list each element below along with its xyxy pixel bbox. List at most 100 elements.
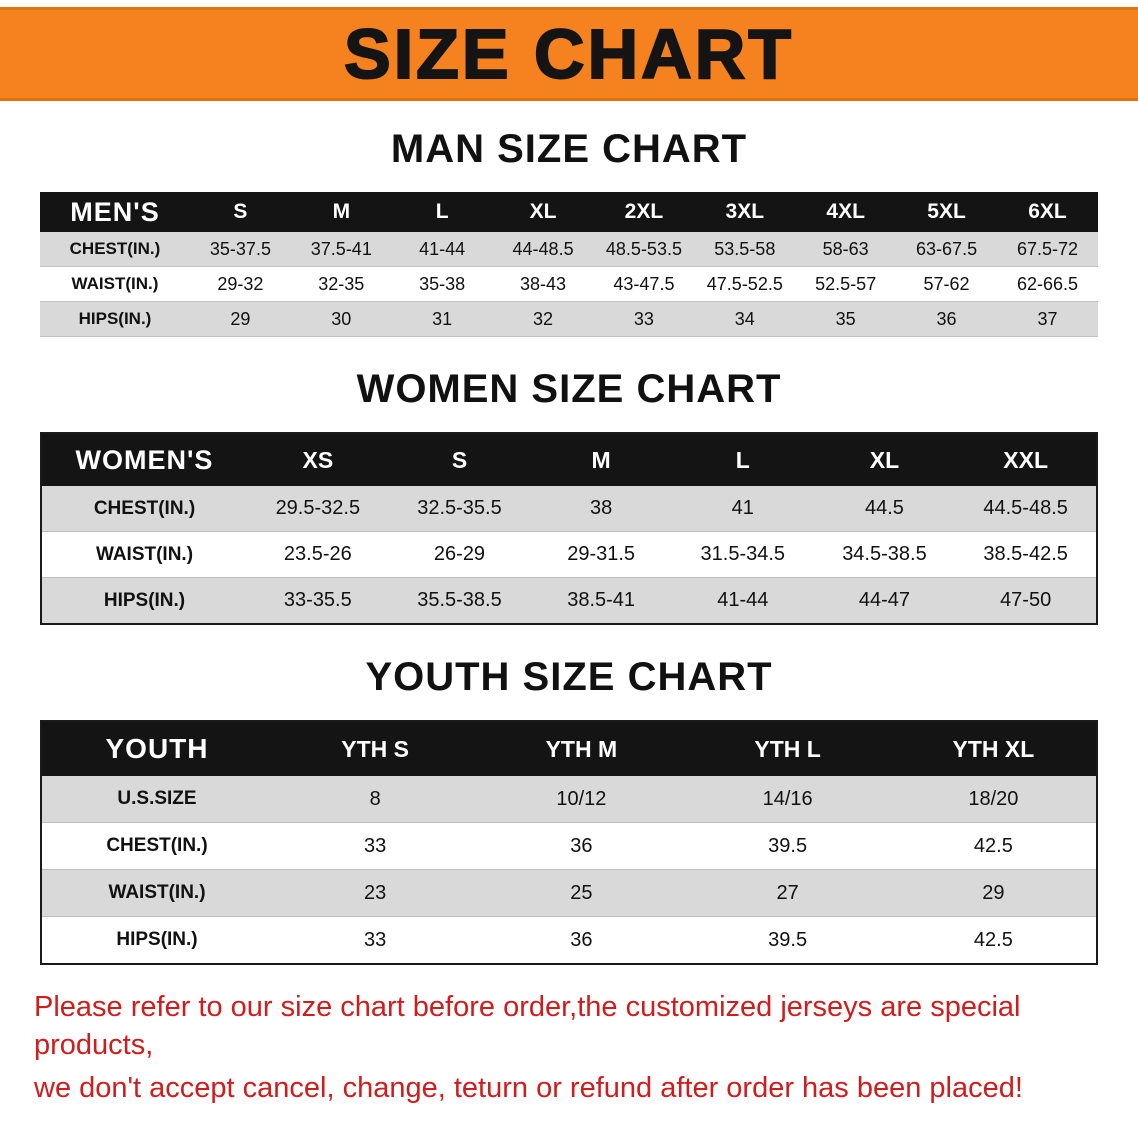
table-cell: 38 — [530, 486, 672, 532]
table-cell: 34 — [694, 301, 796, 337]
table-cell: 41-44 — [391, 232, 493, 267]
column-header: YTH M — [478, 721, 685, 776]
notice-line-2: we don't accept cancel, change, teturn o… — [34, 1072, 1023, 1105]
table-cell: 10/12 — [478, 776, 685, 823]
column-header: 6XL — [997, 192, 1098, 232]
row-label: CHEST(IN.) — [41, 486, 247, 532]
table-corner-label: WOMEN'S — [41, 433, 247, 486]
column-header: YTH L — [684, 721, 891, 776]
table-cell: 27 — [684, 869, 891, 917]
table-corner-label: MEN'S — [40, 192, 190, 232]
women-section-heading: WOMEN SIZE CHART — [356, 367, 782, 411]
table-cell: 29 — [890, 869, 1097, 917]
column-header: XS — [247, 433, 389, 486]
column-header: M — [290, 192, 392, 232]
table-cell: 42.5 — [890, 822, 1097, 870]
table-cell: 14/16 — [684, 776, 891, 823]
row-label: CHEST(IN.) — [40, 232, 190, 267]
table-row: WAIST(IN.) 23.5-26 26-29 29-31.5 31.5-34.5 34… — [41, 531, 1097, 578]
table-header-row: YOUTH YTH S YTH M YTH L YTH XL — [41, 721, 1097, 776]
table-cell: 30 — [290, 301, 392, 337]
notice-line-1: Please refer to our size chart before or… — [34, 991, 1021, 1061]
table-cell: 34.5-38.5 — [813, 531, 956, 578]
table-cell: 33 — [593, 301, 695, 337]
table-corner-label: YOUTH — [41, 721, 272, 776]
table-cell: 43-47.5 — [593, 266, 695, 302]
table-cell: 33 — [272, 822, 479, 870]
column-header: M — [530, 433, 672, 486]
column-header: 2XL — [593, 192, 695, 232]
table-row: U.S.SIZE 8 10/12 14/16 18/20 — [41, 776, 1097, 823]
column-header: S — [388, 433, 531, 486]
table-cell: 36 — [478, 916, 685, 965]
table-header-row: WOMEN'S XS S M L XL XXL — [41, 433, 1097, 486]
table-cell: 44.5-48.5 — [955, 486, 1097, 532]
women-size-table: WOMEN'S XS S M L XL XXL CHEST(IN.) 29.5-32.5 32.5… — [40, 432, 1098, 625]
table-cell: 42.5 — [890, 916, 1097, 965]
women-size-section: WOMEN SIZE CHART WOMEN'S XS S M L XL XXL CHEST(… — [0, 367, 1138, 625]
table-cell: 48.5-53.5 — [593, 232, 695, 267]
table-cell: 39.5 — [684, 822, 891, 870]
table-cell: 26-29 — [388, 531, 531, 578]
column-header: S — [190, 192, 291, 232]
table-cell: 38.5-41 — [530, 577, 672, 625]
table-row: WAIST(IN.) 23 25 27 29 — [41, 869, 1097, 917]
table-cell: 36 — [478, 822, 685, 870]
table-cell: 32-35 — [290, 266, 392, 302]
men-size-section: MAN SIZE CHART MEN'S S M L XL 2XL 3XL 4XL 5XL 6XL… — [0, 127, 1138, 337]
row-label: HIPS(IN.) — [41, 577, 247, 625]
column-header: 3XL — [694, 192, 796, 232]
column-header: 4XL — [795, 192, 897, 232]
column-header: 5XL — [896, 192, 997, 232]
column-header: YTH S — [272, 721, 479, 776]
column-header: XXL — [955, 433, 1097, 486]
table-cell: 33 — [272, 916, 479, 965]
table-row: HIPS(IN.) 33-35.5 35.5-38.5 38.5-41 41-44 44-… — [41, 577, 1097, 625]
column-header: XL — [492, 192, 594, 232]
table-cell: 29 — [190, 301, 291, 337]
table-row: HIPS(IN.) 29 30 31 32 33 34 35 36 37 — [40, 301, 1098, 337]
youth-section-heading: YOUTH SIZE CHART — [365, 655, 773, 699]
footer-notice: Please refer to our size chart before or… — [0, 989, 1138, 1108]
table-cell: 52.5-57 — [795, 266, 897, 302]
table-cell: 29-32 — [190, 266, 291, 302]
banner: SIZE CHART — [0, 7, 1138, 101]
youth-size-section: YOUTH SIZE CHART YOUTH YTH S YTH M YTH L YTH… — [0, 655, 1138, 965]
row-label: U.S.SIZE — [41, 776, 272, 823]
table-cell: 44-47 — [813, 577, 956, 625]
row-label: HIPS(IN.) — [41, 916, 272, 965]
table-cell: 29-31.5 — [530, 531, 672, 578]
table-cell: 33-35.5 — [247, 577, 389, 625]
table-cell: 41-44 — [671, 577, 814, 625]
table-cell: 35.5-38.5 — [388, 577, 531, 625]
table-cell: 37 — [997, 301, 1098, 337]
row-label: HIPS(IN.) — [40, 301, 190, 337]
table-header-row: MEN'S S M L XL 2XL 3XL 4XL 5XL 6XL — [40, 192, 1098, 232]
table-row: CHEST(IN.) 35-37.5 37.5-41 41-44 44-48.5 48.5… — [40, 232, 1098, 267]
table-cell: 23.5-26 — [247, 531, 389, 578]
row-label: WAIST(IN.) — [41, 869, 272, 917]
table-cell: 38.5-42.5 — [955, 531, 1097, 578]
table-cell: 35-38 — [391, 266, 493, 302]
table-cell: 37.5-41 — [290, 232, 392, 267]
table-row: CHEST(IN.) 29.5-32.5 32.5-35.5 38 41 44.5 44.5… — [41, 486, 1097, 532]
table-cell: 58-63 — [795, 232, 897, 267]
table-cell: 62-66.5 — [997, 266, 1098, 302]
table-cell: 41 — [671, 486, 814, 532]
men-size-table: MEN'S S M L XL 2XL 3XL 4XL 5XL 6XL CHEST(IN.) 35-37… — [40, 192, 1098, 337]
column-header: YTH XL — [890, 721, 1097, 776]
men-section-heading: MAN SIZE CHART — [390, 127, 748, 171]
table-row: CHEST(IN.) 33 36 39.5 42.5 — [41, 822, 1097, 870]
column-header: L — [391, 192, 493, 232]
row-label: WAIST(IN.) — [41, 531, 247, 578]
table-cell: 23 — [272, 869, 479, 917]
row-label: WAIST(IN.) — [40, 266, 190, 302]
table-cell: 63-67.5 — [896, 232, 997, 267]
table-cell: 25 — [478, 869, 685, 917]
column-header: XL — [813, 433, 956, 486]
table-cell: 44.5 — [813, 486, 956, 532]
table-cell: 47.5-52.5 — [694, 266, 796, 302]
table-cell: 47-50 — [955, 577, 1097, 625]
table-cell: 8 — [272, 776, 479, 823]
table-cell: 67.5-72 — [997, 232, 1098, 267]
